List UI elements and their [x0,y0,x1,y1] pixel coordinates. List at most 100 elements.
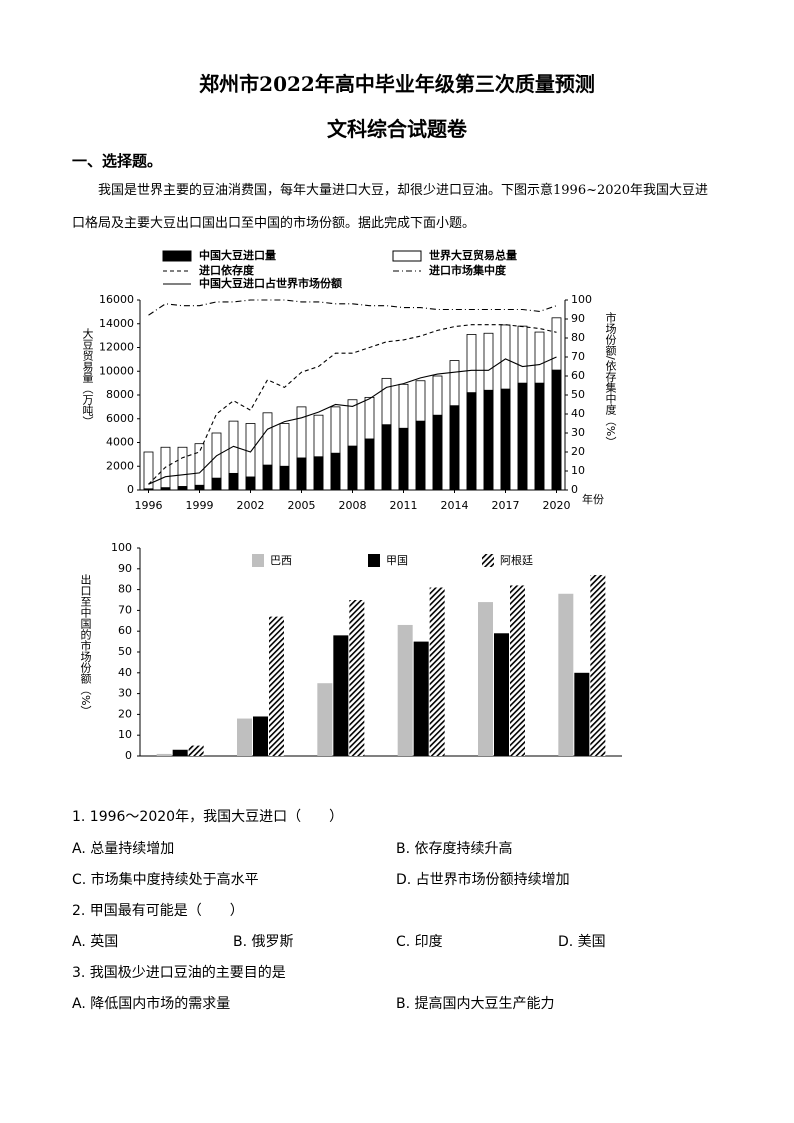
y-tick-label: 8000 [106,388,134,401]
x-tick-label: 2005 [327,771,355,772]
x-tick-label: 2017 [492,499,520,512]
x-tick-label: 1999 [186,499,214,512]
y2-tick-label: 70 [571,350,585,363]
chart-2: 0 10 20 30 40 50 60 70 80 90 100 出口至中国的市场份额（%） 1995 2… [79,541,622,772]
bar [330,452,341,491]
legend-label: 甲国 [386,554,408,567]
y2-tick-label: 50 [571,388,585,401]
y-tick-label: 60 [118,624,132,637]
question-stem: 1. 1996～2020年，我国大豆进口（ ） [72,809,344,825]
bar [245,476,256,491]
option: C. 印度 [396,934,443,950]
legend-label: 进口依存度 [199,263,255,277]
legend-swatch [162,250,192,262]
bar [237,718,252,756]
y2-tick-label: 100 [571,293,592,306]
legend-label: 阿根廷 [500,553,533,567]
option: A. 总量持续增加 [72,841,175,857]
option: D. 美国 [558,934,606,950]
y2-tick-label: 90 [571,312,585,325]
y-tick-label: 80 [118,583,132,596]
bar [558,593,574,756]
y-tick-label: 4000 [106,436,134,449]
x-tick-label: 2000 [247,771,275,772]
y-tick-label: 0 [127,483,134,496]
x-tick-label: 1995 [166,771,194,772]
option: A. 降低国内市场的需求量 [72,996,231,1012]
bar [177,446,188,491]
bar [296,457,307,491]
legend-label: 巴西 [270,554,292,567]
y-tick-label: 50 [118,645,132,658]
bar [347,445,358,491]
doc-subtitle: 文科综合试题卷 [327,117,467,141]
y2-tick-label: 60 [571,369,585,382]
x-tick-label: 2020 [543,499,571,512]
option: B. 依存度持续升高 [396,841,513,857]
legend-label: 中国大豆进口量 [199,248,276,262]
line-series [148,324,557,485]
y-tick-label: 14000 [99,317,134,330]
bar [432,414,443,491]
bar [381,424,392,491]
x-tick-label: 2011 [390,499,418,512]
y-axis-label: 大豆贸易量（万吨） [81,327,94,427]
bar [160,487,171,491]
y-tick-label: 16000 [99,293,134,306]
y-tick-label: 90 [118,562,132,575]
y-tick-label: 10 [118,728,132,741]
line-series [148,299,557,316]
y-tick-label: 30 [118,687,132,700]
bar [269,616,284,756]
question-stem: 2. 甲国最有可能是（ ） [72,903,244,919]
bar [253,716,268,756]
x-tick-label: 2002 [237,499,265,512]
chart-1: 0 2000 4000 6000 8000 10000 12000 14000 16000 0 10… [81,248,617,512]
y2-tick-label: 0 [571,483,578,496]
x-axis-label: 年份 [582,492,604,506]
bar [551,369,562,491]
bar [211,477,222,491]
intro-paragraph: 我国是世界主要的豆油消费国，每年大量进口大豆，却很少进口豆油。下图示意1996~… [72,183,709,231]
bar [228,472,239,491]
bar [590,575,606,756]
y-tick-label: 2000 [106,459,134,472]
y-tick-label: 10000 [99,364,134,377]
bar [177,486,188,491]
y-tick-label: 40 [118,666,132,679]
option: A. 英国 [72,934,119,950]
bar [188,745,204,756]
y-tick-label: 20 [118,707,132,720]
bar [517,382,528,491]
bar [429,587,445,756]
legend-swatch [368,554,380,567]
option: D. 占世界市场份额持续增加 [396,872,570,888]
bar [398,427,409,491]
legend-swatch [252,554,264,567]
bar [156,753,172,756]
bar [313,456,324,491]
legend-swatch [482,554,494,567]
doc-title: 郑州市2022年高中毕业年级第三次质量预测 [199,72,595,96]
y2-tick-label: 30 [571,426,585,439]
y-tick-label: 0 [125,749,132,762]
x-tick-label: 2020 [568,771,596,772]
bar [397,624,413,756]
option: C. 市场集中度持续处于高水平 [72,872,259,888]
bar [143,488,154,491]
x-tick-label: 2015 [488,771,516,772]
y-tick-label: 12000 [99,341,134,354]
x-tick-label: 1996 [135,499,163,512]
bar [500,388,511,491]
bar [317,683,333,756]
x-tick-label: 2010 [407,771,435,772]
bar [466,392,477,491]
legend-label: 中国大豆进口占世界市场份额 [199,276,342,290]
x-tick-label: 2014 [441,499,469,512]
y2-tick-label: 20 [571,445,585,458]
bar [413,641,429,756]
y-tick-label: 70 [118,603,132,616]
bar [574,672,590,756]
bar [194,443,205,491]
